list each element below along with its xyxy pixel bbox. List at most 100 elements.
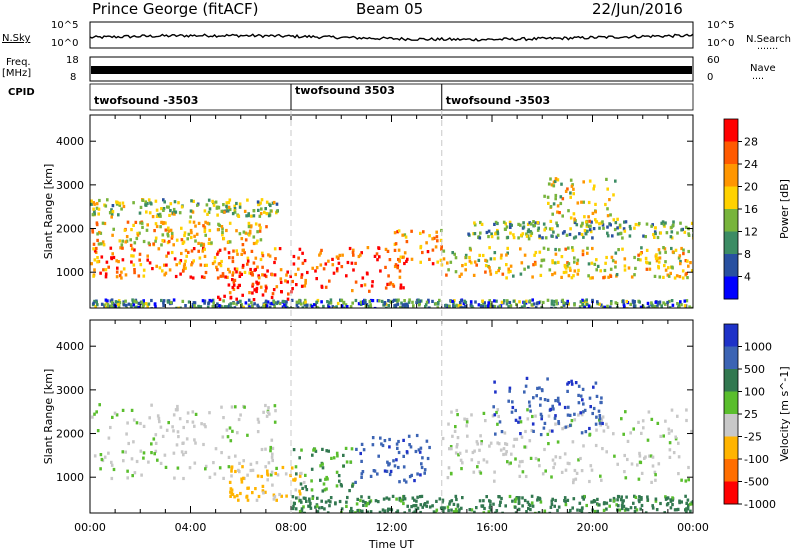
- data-cell: [408, 298, 411, 302]
- data-cell: [192, 199, 195, 203]
- data-cell: [554, 197, 557, 201]
- data-cell: [441, 436, 445, 441]
- data-cell: [262, 304, 265, 308]
- data-cell: [508, 220, 512, 224]
- data-cell: [90, 199, 93, 203]
- data-cell: [583, 215, 586, 219]
- data-cell: [597, 409, 601, 413]
- data-cell: [655, 508, 659, 512]
- data-cell: [690, 269, 693, 273]
- data-cell: [472, 273, 476, 277]
- data-cell: [248, 291, 251, 295]
- data-cell: [518, 496, 521, 500]
- data-cell: [520, 305, 524, 308]
- data-cell: [193, 461, 197, 465]
- data-cell: [675, 508, 679, 512]
- data-cell: [667, 431, 671, 435]
- data-cell: [406, 302, 409, 306]
- data-cell: [221, 230, 224, 234]
- data-cell: [475, 263, 478, 267]
- data-cell: [561, 298, 564, 302]
- data-cell: [687, 249, 690, 254]
- data-cell: [404, 235, 408, 239]
- data-cell: [240, 237, 244, 241]
- data-cell: [642, 234, 645, 238]
- data-cell: [160, 243, 163, 247]
- data-cell: [238, 283, 241, 287]
- data-cell: [479, 231, 482, 235]
- data-cell: [523, 300, 526, 304]
- data-cell: [648, 267, 652, 271]
- data-cell: [528, 439, 532, 443]
- data-cell: [497, 442, 501, 446]
- data-cell: [110, 212, 114, 216]
- data-cell: [228, 270, 231, 274]
- data-cell: [204, 464, 208, 468]
- data-cell: [211, 261, 215, 266]
- data-cell: [667, 427, 671, 431]
- data-cell: [640, 246, 643, 250]
- data-cell: [329, 298, 333, 302]
- data-cell: [187, 250, 190, 254]
- data-cell: [201, 299, 205, 303]
- data-cell: [664, 260, 667, 264]
- data-cell: [528, 230, 532, 234]
- data-cell: [172, 243, 175, 247]
- data-cell: [590, 500, 593, 504]
- data-cell: [530, 303, 534, 307]
- data-cell: [660, 221, 663, 225]
- data-cell: [565, 233, 569, 237]
- colorbar-tick-label: 500: [744, 363, 765, 376]
- data-cell: [582, 497, 585, 501]
- data-cell: [189, 209, 193, 213]
- data-cell: [265, 414, 269, 418]
- data-cell: [114, 300, 118, 304]
- data-cell: [205, 263, 208, 267]
- data-cell: [477, 235, 480, 239]
- data-cell: [155, 208, 159, 212]
- data-cell: [136, 233, 140, 237]
- data-cell: [192, 220, 196, 224]
- data-cell: [215, 265, 218, 269]
- data-cell: [321, 466, 325, 470]
- data-cell: [393, 464, 397, 468]
- data-cell: [101, 240, 105, 244]
- data-cell: [470, 458, 474, 462]
- data-cell: [177, 435, 180, 439]
- data-cell: [409, 445, 413, 449]
- data-cell: [681, 269, 685, 273]
- data-cell: [629, 227, 632, 231]
- data-cell: [554, 252, 558, 256]
- data-cell: [592, 406, 596, 411]
- data-cell: [660, 304, 663, 308]
- data-cell: [566, 498, 570, 502]
- colorbar-segment: [724, 164, 738, 187]
- data-cell: [646, 498, 650, 502]
- data-cell: [265, 304, 269, 308]
- data-cell: [370, 284, 374, 288]
- data-cell: [620, 495, 623, 499]
- data-cell: [254, 487, 257, 491]
- data-cell: [162, 208, 165, 212]
- data-cell: [109, 246, 113, 250]
- data-cell: [556, 233, 560, 237]
- data-cell: [295, 496, 298, 500]
- data-cell: [360, 472, 364, 476]
- data-cell: [573, 468, 577, 473]
- data-cell: [237, 214, 240, 218]
- data-cell: [212, 203, 216, 207]
- data-cell: [322, 304, 325, 308]
- data-cell: [581, 303, 584, 307]
- data-cell: [121, 450, 125, 454]
- data-cell: [421, 505, 424, 509]
- data-cell: [192, 301, 196, 305]
- data-cell: [350, 506, 353, 511]
- data-cell: [493, 380, 496, 384]
- data-cell: [507, 462, 511, 466]
- data-cell: [121, 408, 125, 412]
- data-cell: [568, 413, 572, 417]
- colorbar-label: Velocity [m s^-1]: [778, 366, 791, 461]
- data-cell: [213, 472, 217, 476]
- data-cell: [193, 304, 196, 308]
- data-cell: [431, 248, 435, 252]
